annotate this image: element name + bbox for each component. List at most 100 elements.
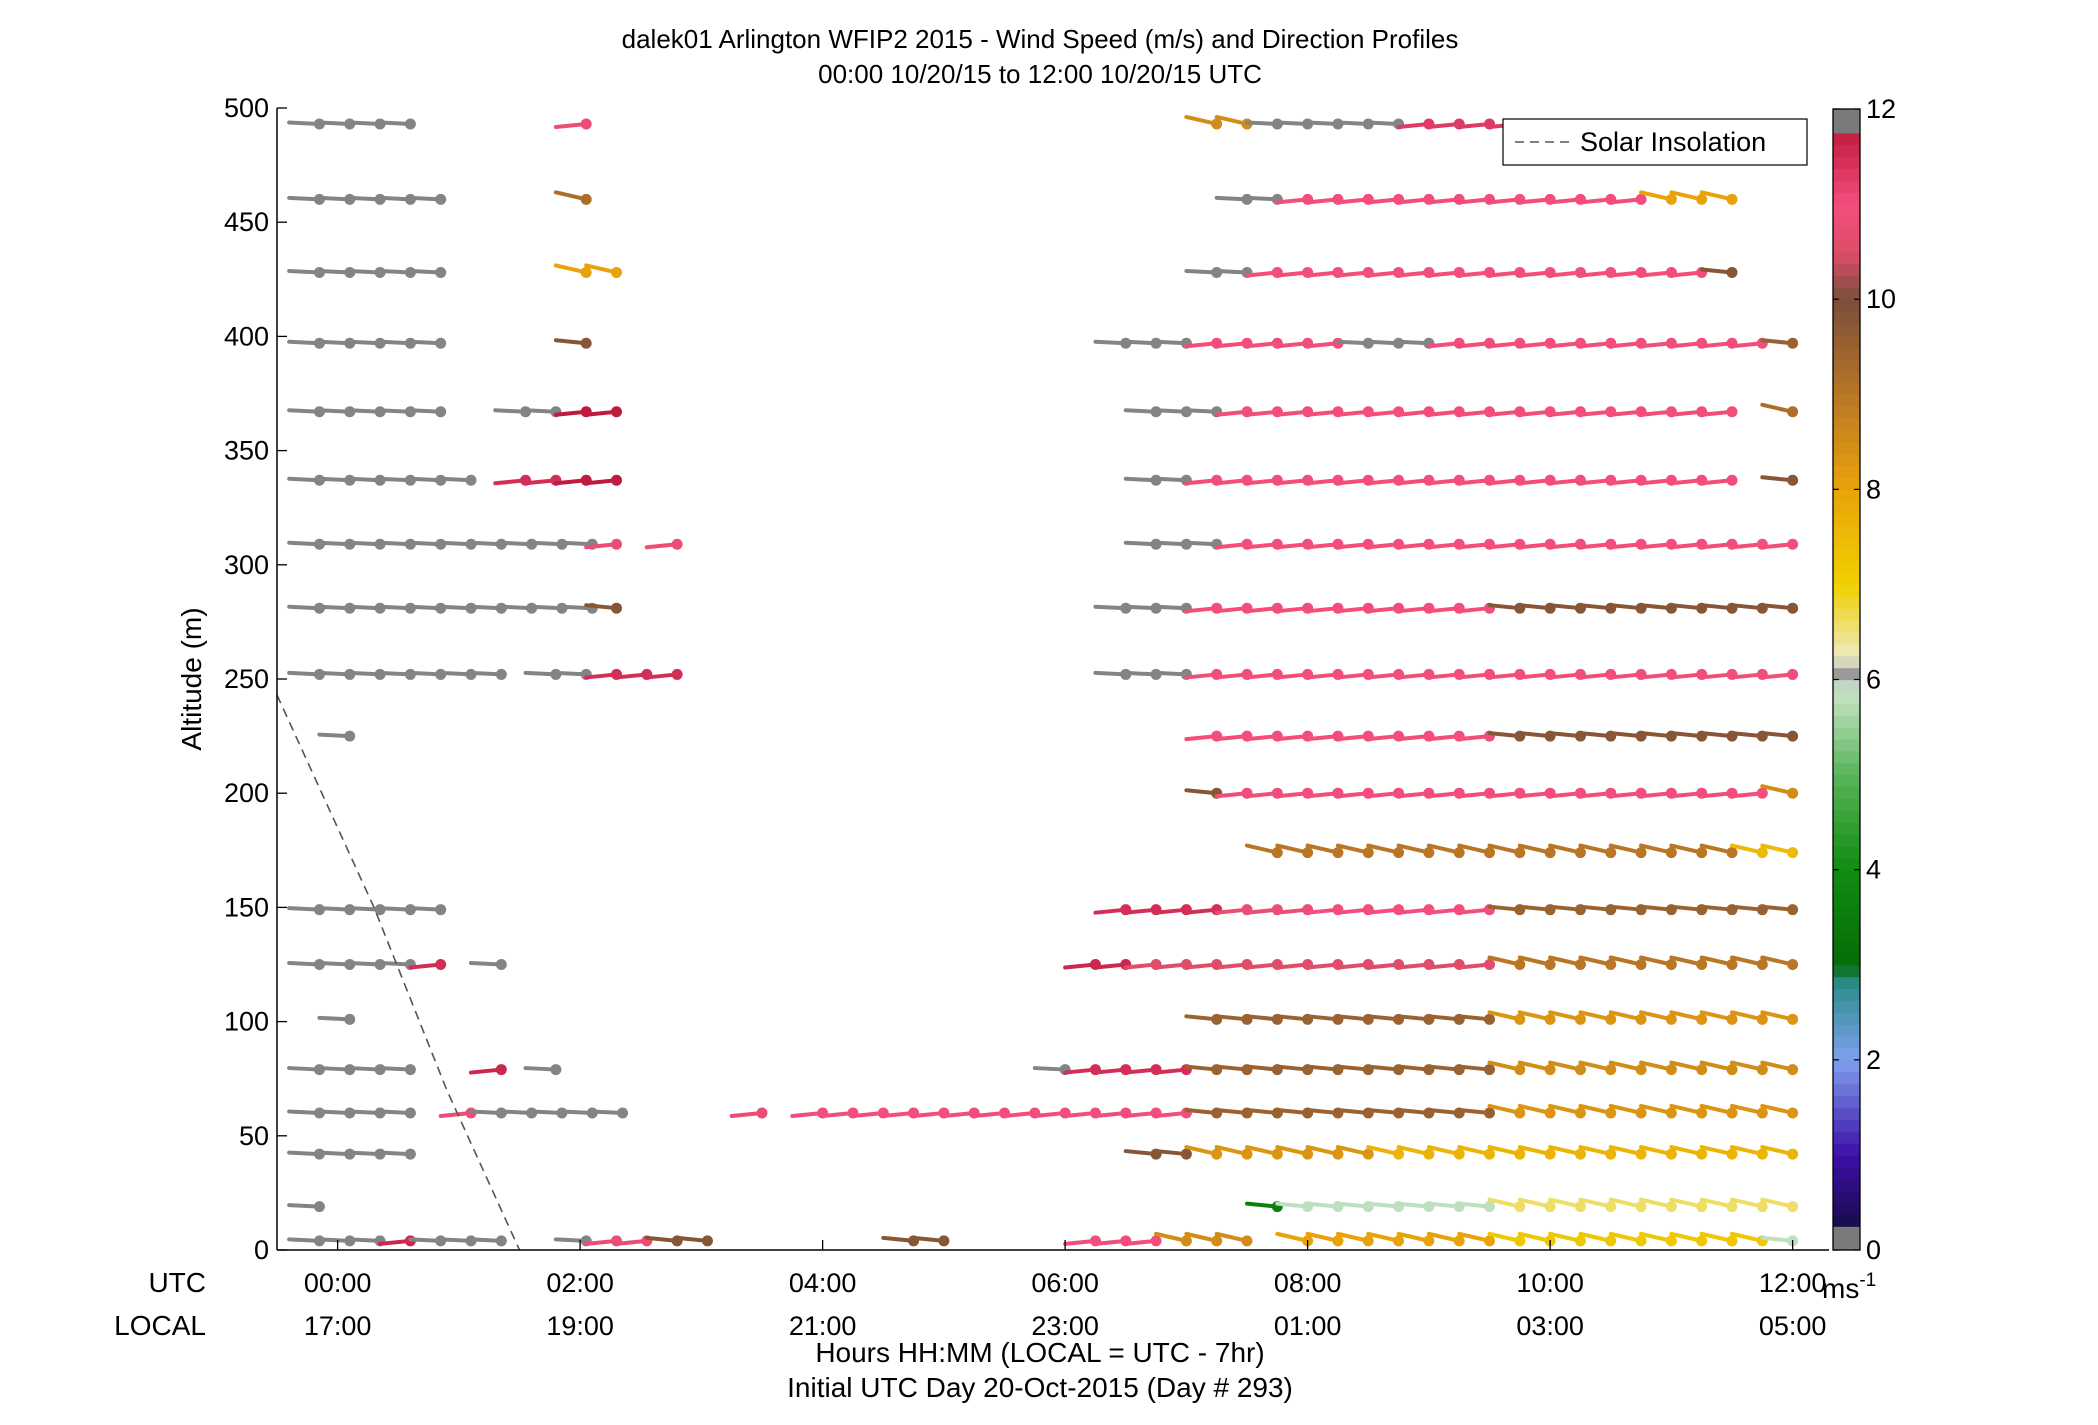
colorbar-band — [1833, 144, 1860, 158]
wind-barb-point — [1271, 1148, 1283, 1160]
wind-barb-point — [1665, 1064, 1677, 1076]
wind-barb-point — [550, 1064, 562, 1076]
wind-barb-point — [580, 337, 592, 349]
y-tick-label: 300 — [224, 550, 269, 580]
colorbar-band — [1833, 1036, 1860, 1049]
y-tick-label: 0 — [254, 1235, 269, 1265]
x-row-label-utc: UTC — [148, 1267, 206, 1298]
wind-barb-point — [611, 602, 622, 614]
wind-barb-point — [1211, 1235, 1223, 1247]
wind-barb-point — [1787, 337, 1799, 349]
colorbar-band — [1833, 952, 1860, 966]
wind-barb-point — [1393, 1235, 1405, 1247]
wind-barb-point — [1756, 1064, 1768, 1076]
wind-barb-point — [1726, 1148, 1738, 1160]
colorbar-band — [1833, 1059, 1860, 1073]
colorbar-tick-label: 12 — [1866, 94, 1896, 124]
wind-barb-point — [1787, 959, 1799, 970]
wind-barb-point — [1362, 1235, 1374, 1247]
colorbar-band — [1833, 893, 1860, 906]
y-axis-label: Altitude (m) — [176, 607, 207, 750]
colorbar-band — [1833, 905, 1860, 918]
wind-barb-point — [1180, 1148, 1192, 1160]
wind-barb-point — [1756, 787, 1768, 799]
wind-barb-point — [1453, 847, 1465, 859]
colorbar-band — [1833, 299, 1860, 312]
wind-barb-point — [1332, 847, 1344, 859]
wind-barb-point — [1635, 1201, 1647, 1213]
x-tick-label-utc: 12:00 — [1759, 1268, 1827, 1298]
colorbar-band — [1833, 655, 1860, 669]
wind-barb-point — [1574, 1201, 1586, 1213]
colorbar-band — [1833, 1166, 1860, 1180]
wind-barb-point — [1605, 1148, 1617, 1160]
colorbar-band — [1833, 1119, 1860, 1132]
wind-barb-point — [1787, 904, 1799, 916]
y-tick-label: 200 — [224, 778, 269, 808]
wind-barb-point — [1514, 959, 1526, 970]
legend: Solar Insolation — [1502, 118, 1808, 166]
wind-barb-point — [1756, 1107, 1768, 1119]
colorbar-band — [1833, 453, 1860, 467]
x-tick-label-utc: 10:00 — [1516, 1268, 1584, 1298]
wind-barb-point — [1393, 847, 1405, 859]
wind-barb-point — [404, 1107, 416, 1119]
colorbar-tick-label: 6 — [1866, 665, 1881, 695]
wind-barb-point — [1423, 1235, 1435, 1247]
wind-barb-point — [1787, 847, 1799, 859]
wind-barb-point — [1635, 1064, 1647, 1076]
colorbar-band — [1833, 1071, 1860, 1085]
colorbar-band — [1833, 406, 1860, 419]
wind-barb-point — [1514, 1107, 1526, 1119]
colorbar-band — [1833, 287, 1860, 300]
x-tick-label-utc: 04:00 — [789, 1268, 857, 1298]
wind-barb-point — [1635, 193, 1647, 205]
wind-barb-point — [1423, 1148, 1435, 1160]
wind-barb-point — [1756, 959, 1768, 970]
wind-barb-point — [1726, 1201, 1738, 1213]
plot-area — [277, 108, 1829, 1250]
colorbar-band — [1833, 1226, 1860, 1239]
colorbar-band — [1833, 524, 1860, 538]
colorbar-band — [1833, 1214, 1860, 1227]
colorbar-band — [1833, 810, 1860, 823]
colorbar-band — [1833, 346, 1860, 360]
wind-barb-point — [611, 266, 622, 278]
wind-barb-point — [435, 904, 447, 916]
colorbar-band — [1833, 429, 1860, 443]
wind-barb-point — [1635, 1013, 1647, 1025]
colorbar-band — [1833, 132, 1860, 146]
colorbar-band — [1833, 738, 1860, 752]
wind-barb-point — [1574, 1013, 1586, 1025]
wind-barb-point — [1787, 602, 1799, 614]
x-tick-label-utc: 06:00 — [1031, 1268, 1099, 1298]
wind-barb-point — [1544, 1107, 1556, 1119]
colorbar-unit: ms-1 — [1822, 1270, 1876, 1304]
colorbar-band — [1833, 572, 1860, 586]
colorbar-band — [1833, 643, 1860, 657]
colorbar-band — [1833, 822, 1860, 835]
colorbar-band — [1833, 370, 1860, 383]
wind-barb-point — [1484, 1148, 1495, 1160]
wind-barb-point — [1665, 1107, 1677, 1119]
colorbar-band — [1833, 120, 1860, 134]
y-tick-label: 150 — [224, 892, 269, 922]
wind-barb-point — [435, 337, 447, 349]
colorbar-band — [1833, 311, 1860, 324]
colorbar-band — [1833, 608, 1860, 621]
colorbar-band — [1833, 584, 1860, 597]
wind-barb-point — [1635, 959, 1647, 970]
colorbar-band — [1833, 1047, 1860, 1061]
wind-barb-point — [1787, 406, 1799, 418]
y-tick-label: 100 — [224, 1007, 269, 1037]
colorbar-band — [1833, 227, 1860, 241]
wind-barb-point — [1787, 538, 1799, 550]
wind-barb-point — [1665, 1235, 1677, 1247]
wind-barb-point — [611, 474, 622, 486]
colorbar-band — [1833, 1083, 1860, 1097]
colorbar-band — [1833, 204, 1860, 217]
wind-barb-point — [1787, 730, 1799, 742]
colorbar-band — [1833, 441, 1860, 455]
wind-barb-point — [1332, 1235, 1344, 1247]
